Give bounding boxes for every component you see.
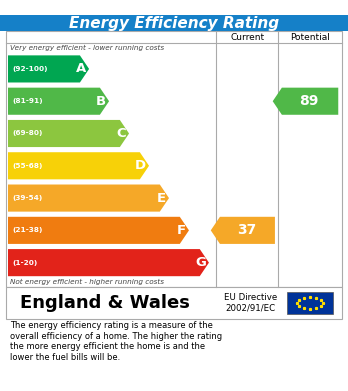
Polygon shape <box>8 56 89 83</box>
Text: A: A <box>76 63 86 75</box>
Text: England & Wales: England & Wales <box>20 294 190 312</box>
Polygon shape <box>8 249 209 276</box>
Text: (81-91): (81-91) <box>12 98 43 104</box>
Polygon shape <box>8 217 189 244</box>
Polygon shape <box>8 120 129 147</box>
Text: E: E <box>157 192 166 204</box>
Text: F: F <box>177 224 186 237</box>
Text: (39-54): (39-54) <box>12 195 42 201</box>
Bar <box>6 31 342 287</box>
Text: 89: 89 <box>299 94 319 108</box>
Text: G: G <box>195 256 206 269</box>
Text: (92-100): (92-100) <box>12 66 48 72</box>
Text: Very energy efficient - lower running costs: Very energy efficient - lower running co… <box>10 45 165 52</box>
Text: Energy Efficiency Rating: Energy Efficiency Rating <box>69 16 279 30</box>
Text: (69-80): (69-80) <box>12 131 42 136</box>
Text: B: B <box>96 95 106 108</box>
Text: EU Directive
2002/91/EC: EU Directive 2002/91/EC <box>224 293 278 313</box>
Bar <box>0 15 348 31</box>
Text: (55-68): (55-68) <box>12 163 42 169</box>
Text: The energy efficiency rating is a measure of the
overall efficiency of a home. T: The energy efficiency rating is a measur… <box>10 321 222 362</box>
Text: (1-20): (1-20) <box>12 260 38 265</box>
Polygon shape <box>273 88 338 115</box>
Text: D: D <box>135 159 146 172</box>
Text: Potential: Potential <box>290 32 330 42</box>
Text: Current: Current <box>230 32 264 42</box>
Bar <box>6 287 342 319</box>
Text: 37: 37 <box>237 223 256 237</box>
Text: C: C <box>117 127 126 140</box>
Text: Not energy efficient - higher running costs: Not energy efficient - higher running co… <box>10 279 165 285</box>
Polygon shape <box>8 88 109 115</box>
Polygon shape <box>8 185 169 212</box>
Polygon shape <box>8 152 149 179</box>
Text: (21-38): (21-38) <box>12 227 42 233</box>
Polygon shape <box>211 217 275 244</box>
Bar <box>287 292 333 314</box>
